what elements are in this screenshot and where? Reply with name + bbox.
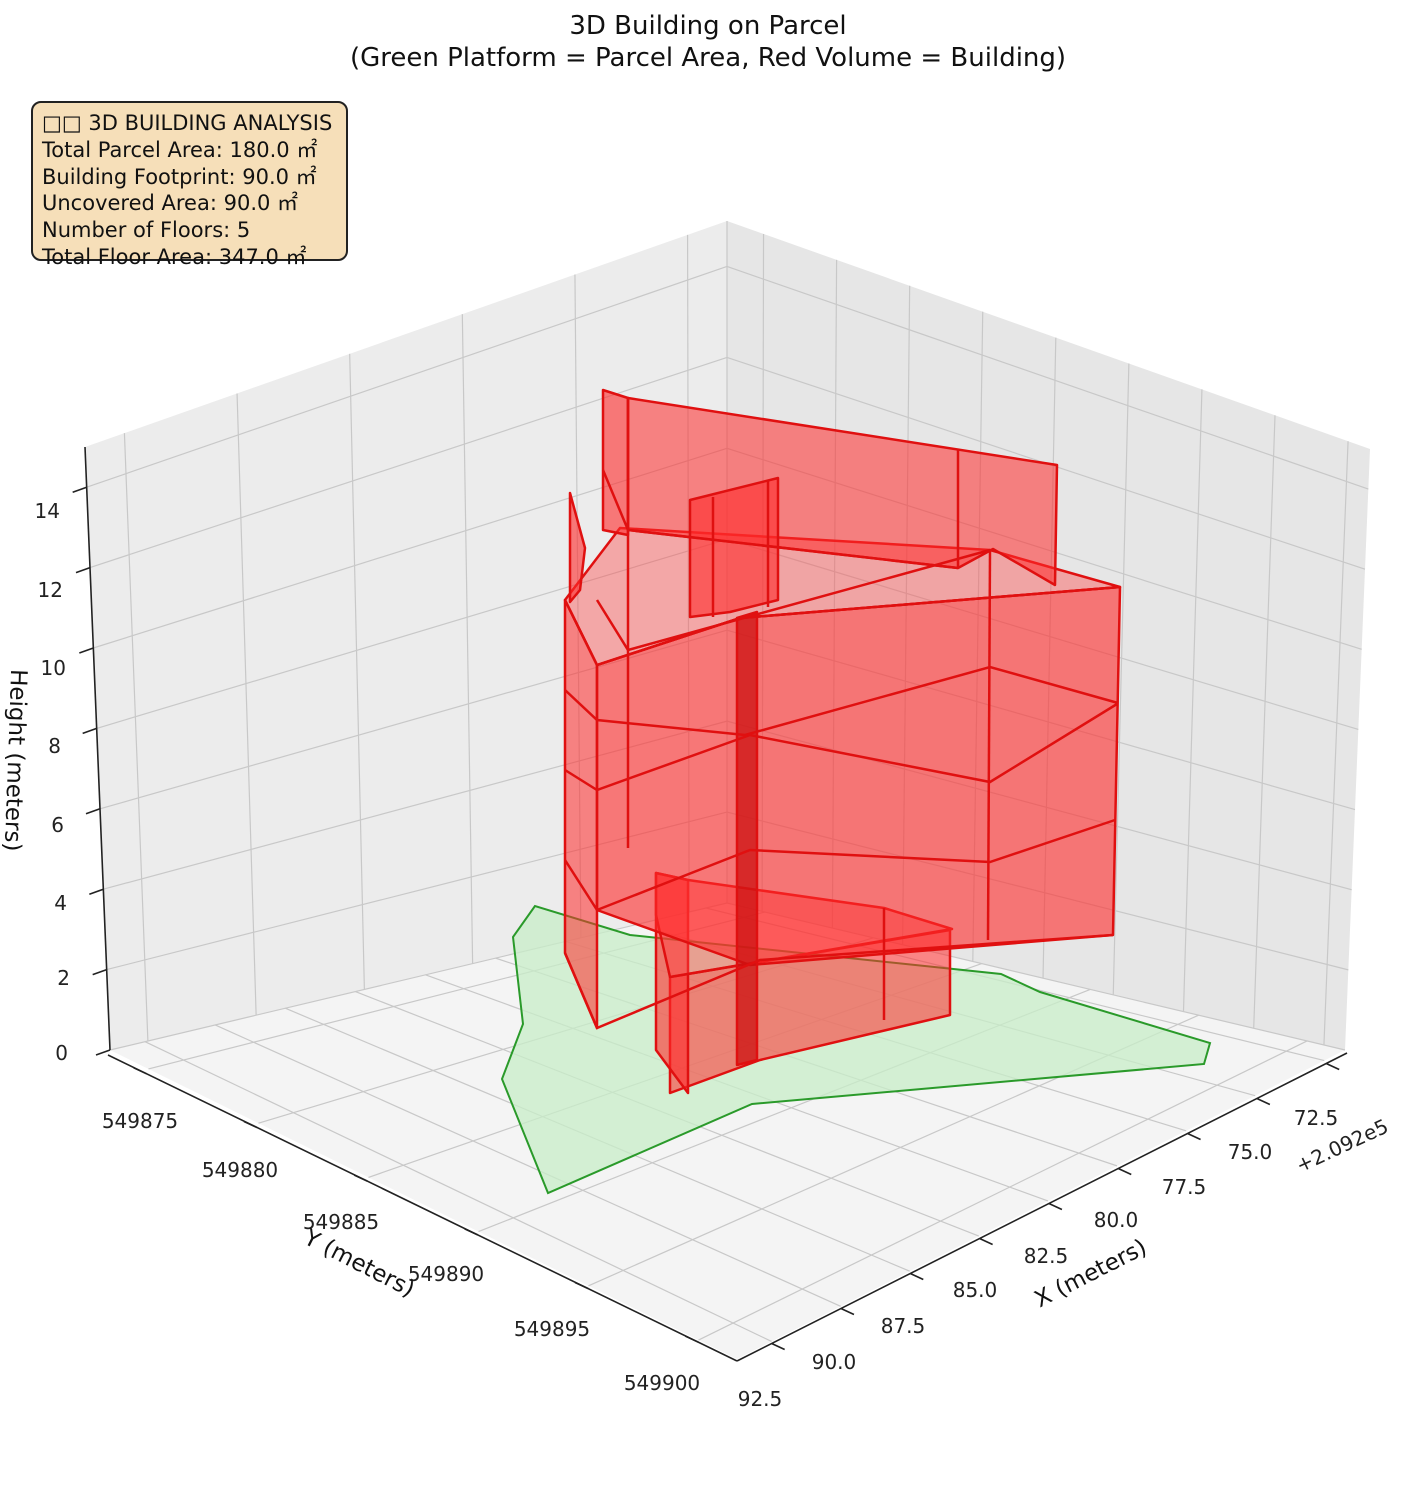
z-tick-mark: [85, 808, 101, 815]
grid-line: [109, 902, 728, 1051]
grid-line: [349, 353, 365, 990]
grid-line: [1323, 441, 1349, 1046]
info-parcel-area: Total Parcel Area: 180.0 ㎡: [42, 137, 318, 162]
grid-line: [96, 538, 728, 729]
tick-marks: [72, 486, 1340, 1351]
y-axis-label: Y (meters): [299, 1224, 419, 1302]
axes: [84, 446, 1348, 1362]
z-tick-label: 10: [41, 656, 66, 680]
chart-title: 3D Building on Parcel (Green Platform = …: [0, 10, 1416, 74]
y-tick-mark: [133, 1067, 147, 1075]
y-tick-mark: [685, 1335, 699, 1343]
y-tick-mark: [464, 1228, 479, 1236]
x-tick-label: 72.5: [1294, 1106, 1339, 1130]
corner-post: [986, 549, 992, 941]
building-wall: [568, 491, 587, 604]
building-wall: [688, 476, 780, 619]
x-tick-mark: [979, 1237, 993, 1246]
y-tick-label: 549890: [408, 1262, 484, 1286]
x-tick-mark: [1117, 1167, 1132, 1176]
building-wall: [601, 388, 630, 537]
y-tick-mark: [243, 1120, 258, 1129]
floor-outline: [563, 933, 1114, 1030]
grid-line: [86, 265, 728, 488]
grid-line: [1112, 363, 1130, 995]
x-tick-label: 82.5: [1024, 1244, 1069, 1268]
floor-outline: [563, 818, 1116, 912]
grid-line: [123, 433, 149, 1041]
grid-line: [89, 356, 728, 569]
x-tick-label: 80.0: [1094, 1208, 1139, 1232]
floor-outline: [563, 585, 1121, 667]
building-shaft: [735, 610, 759, 1067]
y-tick-label: 549880: [202, 1158, 278, 1182]
x-axis-line: [736, 1052, 1348, 1362]
x-tick-mark: [1048, 1202, 1063, 1211]
y-tick-label: 549875: [102, 1109, 178, 1133]
floor-outline: [564, 702, 1118, 792]
chart-title-line1: 3D Building on Parcel: [569, 11, 847, 41]
z-tick-label: 0: [55, 1041, 68, 1065]
y-tick-label: 549895: [514, 1317, 590, 1341]
grid-line: [144, 1041, 772, 1342]
grid-line: [461, 314, 474, 964]
grid-line: [726, 265, 1369, 490]
z-tick-mark: [89, 888, 104, 895]
building-analysis-box: □□ 3D BUILDING ANALYSIS Total Parcel Are…: [31, 101, 348, 269]
z-tick-label: 2: [57, 966, 70, 990]
x-tick-label: 92.5: [738, 1387, 783, 1411]
y-tick-mark: [574, 1281, 589, 1290]
z-tick-label: 6: [51, 813, 64, 837]
tick-labels: 0 2 4 6 8 10 12 14 549875 549880 549885 …: [35, 499, 1392, 1411]
x-tick-mark: [1187, 1132, 1201, 1141]
x-tick-label: 90.0: [812, 1350, 857, 1374]
x-tick-mark: [1256, 1097, 1271, 1106]
z-tick-label: 8: [48, 734, 61, 758]
y-tick-label: 549900: [624, 1371, 700, 1395]
x-tick-label: 75.0: [1228, 1140, 1273, 1164]
grid-line: [1182, 389, 1203, 1012]
z-tick-label: 14: [35, 499, 60, 523]
grid-line: [236, 393, 257, 1016]
y-tick-mark: [353, 1174, 368, 1182]
building-floor-lines: [563, 398, 1121, 1030]
z-tick-label: 4: [54, 891, 67, 915]
info-heading: □□ 3D BUILDING ANALYSIS: [42, 111, 333, 135]
grid-line: [1253, 415, 1276, 1029]
info-uncovered: Uncovered Area: 90.0 ㎡: [42, 191, 299, 216]
z-tick-label: 12: [38, 578, 63, 602]
x-tick-mark: [909, 1272, 924, 1281]
z-tick-mark: [82, 727, 97, 735]
x-tick-label: 77.5: [1162, 1175, 1207, 1199]
z-tick-mark: [92, 968, 107, 976]
info-floors: Number of Floors: 5: [42, 218, 251, 243]
chart-title-line2: (Green Platform = Parcel Area, Red Volum…: [349, 43, 1067, 73]
info-footprint: Building Footprint: 90.0 ㎡: [42, 164, 317, 189]
x-tick-mark: [1325, 1062, 1340, 1071]
x-tick-mark: [840, 1307, 855, 1316]
x-tick-mark: [771, 1342, 785, 1351]
x-tick-label: 85.0: [953, 1278, 998, 1302]
grid-line: [698, 1040, 1308, 1341]
z-tick-mark: [79, 647, 94, 654]
floor-outline: [564, 665, 1119, 737]
z-axis-line: [84, 446, 111, 1051]
grid-line: [214, 1024, 841, 1307]
y-axis-line: [107, 1054, 738, 1362]
z-tick-mark: [95, 1049, 111, 1056]
info-floor-area: Total Floor Area: 347.0 ㎡: [42, 244, 307, 269]
y-tick-label: 549885: [303, 1210, 379, 1234]
z-axis-label: Height (meters): [0, 669, 31, 852]
x-tick-label: 87.5: [881, 1314, 926, 1338]
building-wall: [595, 585, 1122, 967]
z-tick-mark: [75, 566, 91, 574]
z-tick-mark: [72, 486, 87, 493]
